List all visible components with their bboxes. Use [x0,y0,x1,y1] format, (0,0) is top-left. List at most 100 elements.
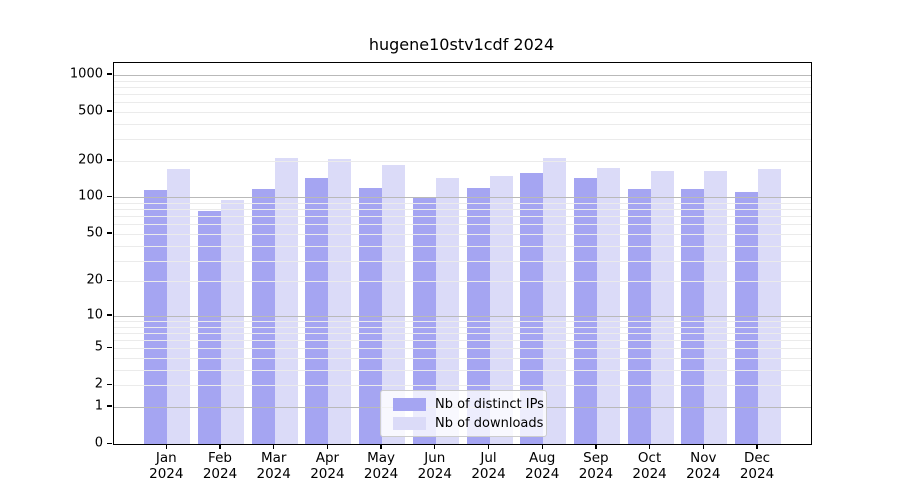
y-tick-label-200: 200 [78,152,103,168]
gridline-minor-4 [114,358,811,360]
gridline-major-10 [114,315,811,317]
x-tick-year: 2024 [525,466,560,482]
y-tick-label-20: 20 [86,272,103,288]
x-tick-nov [702,444,704,449]
gridline-minor-20 [114,281,811,283]
y-tick-label-1000: 1000 [69,66,103,82]
x-tick-aug [541,444,543,449]
x-tick-year: 2024 [310,466,345,482]
x-tick-oct [648,444,651,449]
y-tick-10 [107,314,112,316]
x-tick-month: Feb [208,450,232,466]
x-tick-month: Mar [260,450,287,466]
y-tick-label-0: 0 [94,435,103,451]
plot-area [113,62,812,445]
x-tick-month: Jul [480,450,497,466]
gridline-minor-8 [114,326,811,328]
bar-nb-of-downloads-oct [650,170,674,444]
x-tick-jun [434,444,436,449]
gridline-minor-40 [114,245,811,247]
legend-entry-distinct-ips: Nb of distinct IPs [381,397,546,412]
bar-nb-of-downloads-jun [435,177,459,444]
gridline-minor-80 [114,209,811,211]
gridline-minor-6 [114,340,811,342]
x-tick-month: May [367,450,396,466]
y-tick-label-1: 1 [94,398,103,414]
x-tick-label-sep: Sep 2024 [566,450,626,482]
bar-nb-of-distinct-ips-aug [520,172,544,444]
x-tick-may [380,444,382,449]
x-tick-label-mar: Mar 2024 [244,450,304,482]
gridline-minor-7 [114,332,811,334]
x-tick-year: 2024 [149,466,184,482]
bar-nb-of-downloads-jul [489,176,513,444]
x-tick-label-aug: Aug 2024 [512,450,572,482]
x-tick-month: Sep [583,450,609,466]
legend-label-downloads: Nb of downloads [435,415,544,431]
gridline-minor-2 [114,385,811,387]
bar-nb-of-distinct-ips-jun [412,197,436,444]
gridline-minor-300 [114,139,811,141]
y-tick-label-5: 5 [94,339,103,355]
bar-nb-of-distinct-ips-dec [735,191,758,444]
y-tick-100 [107,195,112,198]
gridline-minor-500 [114,111,811,113]
legend-entry-downloads: Nb of downloads [381,416,546,431]
x-tick-year: 2024 [578,466,614,482]
x-tick-jan [165,444,167,449]
y-tick-5 [107,346,112,349]
x-tick-month: Aug [529,450,556,466]
chart-title: hugene10stv1cdf 2024 [368,35,555,54]
y-tick-200 [107,159,112,161]
x-tick-label-oct: Oct 2024 [620,450,680,482]
x-tick-label-jul: Jul 2024 [459,450,519,482]
x-tick-label-may: May 2024 [351,450,411,482]
bar-nb-of-distinct-ips-apr [305,177,329,444]
x-tick-month: Jan [155,450,177,466]
x-tick-year: 2024 [739,466,775,482]
x-tick-mar [273,444,275,449]
x-tick-label-feb: Feb 2024 [190,450,250,482]
bar-nb-of-downloads-aug [543,158,567,444]
gridline-minor-700 [114,93,811,95]
x-tick-year: 2024 [632,466,667,482]
gridline-minor-30 [114,260,811,262]
y-tick-label-2: 2 [94,376,103,392]
legend: Nb of distinct IPs Nb of downloads [380,390,547,437]
x-tick-year: 2024 [202,466,238,482]
x-tick-year: 2024 [256,466,291,482]
gridline-major-100 [114,197,811,199]
gridline-minor-900 [114,80,811,82]
bar-nb-of-downloads-sep [596,167,620,444]
y-tick-label-500: 500 [78,103,103,119]
x-tick-label-apr: Apr 2024 [297,450,357,482]
gridline-minor-60 [114,224,811,226]
x-tick-month: Apr [315,450,340,466]
gridline-minor-600 [114,102,811,104]
y-tick-label-50: 50 [86,225,103,241]
x-tick-year: 2024 [363,466,399,482]
x-tick-label-nov: Nov 2024 [673,450,733,482]
gridline-minor-5 [114,348,811,350]
legend-swatch-downloads [393,416,426,430]
x-tick-year: 2024 [417,466,452,482]
y-tick-2 [107,383,112,386]
x-tick-dec [756,444,758,449]
y-tick-1 [107,405,112,407]
gridline-major-1000 [114,74,811,76]
bar-nb-of-downloads-dec [758,169,781,444]
y-tick-50 [107,232,112,234]
y-tick-20 [107,279,112,282]
x-tick-label-jun: Jun 2024 [405,450,465,482]
gridline-minor-50 [114,233,811,235]
x-tick-month: Nov [690,450,717,466]
legend-swatch-distinct-ips [393,397,426,411]
bar-nb-of-distinct-ips-jan [144,190,168,444]
x-tick-label-dec: Dec 2024 [727,450,787,482]
bar-nb-of-downloads-apr [328,159,352,444]
x-tick-year: 2024 [471,466,506,482]
gridline-minor-3 [114,369,811,371]
y-tick-1000 [107,73,112,75]
y-tick-label-10: 10 [86,307,103,323]
gridline-minor-70 [114,216,811,218]
